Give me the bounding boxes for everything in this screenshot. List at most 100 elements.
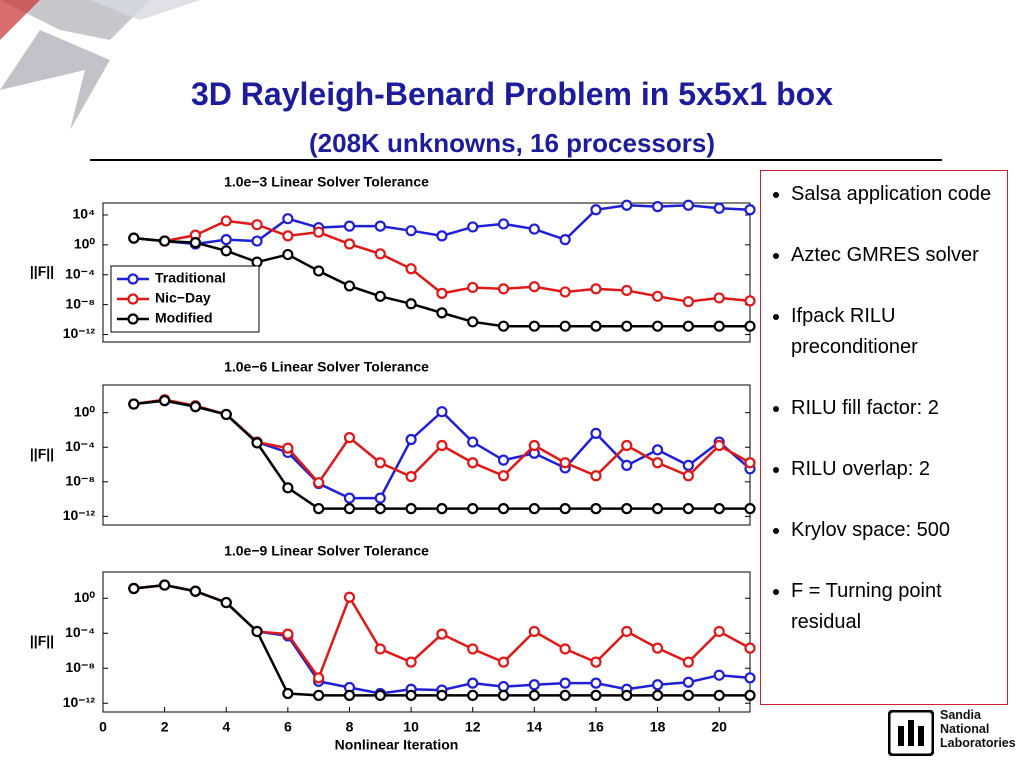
point xyxy=(251,219,263,231)
x-tick-label: 8 xyxy=(346,719,354,735)
bullet: Ifpack RILU preconditioner xyxy=(791,301,1003,363)
point xyxy=(251,235,263,247)
point xyxy=(497,454,510,466)
point xyxy=(374,492,386,504)
logo: Sandia National Laboratories xyxy=(888,708,1018,758)
legend-label: Modified xyxy=(155,310,213,326)
point xyxy=(744,642,756,654)
point xyxy=(621,199,633,211)
point xyxy=(405,263,417,275)
x-tick-label: 4 xyxy=(222,719,230,735)
point xyxy=(713,320,725,332)
x-tick-label: 16 xyxy=(588,719,604,735)
point xyxy=(590,677,602,689)
point xyxy=(621,459,633,472)
point xyxy=(744,320,756,332)
point xyxy=(590,689,602,701)
point xyxy=(220,234,232,246)
x-tick-label: 10 xyxy=(403,719,419,735)
point xyxy=(559,286,571,298)
point xyxy=(682,689,694,701)
logo-text: Sandia National Laboratories xyxy=(940,708,1016,750)
logo-line: Laboratories xyxy=(940,736,1016,750)
point xyxy=(744,689,756,701)
point xyxy=(713,669,725,681)
point xyxy=(497,320,510,332)
point xyxy=(682,459,694,472)
point xyxy=(528,625,540,638)
point xyxy=(559,643,571,655)
legend-label: Traditional xyxy=(155,270,226,286)
point xyxy=(467,457,479,469)
charts: 1.0e−3 Linear Solver Tolerance ||F|| 10⁴ 10… xyxy=(30,174,756,753)
point xyxy=(436,439,448,452)
logo-line: National xyxy=(940,722,990,736)
point xyxy=(651,689,664,701)
point xyxy=(405,503,417,515)
point xyxy=(559,689,571,701)
point xyxy=(436,287,448,299)
x-tick-label: 6 xyxy=(284,719,292,735)
point xyxy=(713,292,725,304)
point xyxy=(497,689,510,701)
y-axis-label: ||F|| xyxy=(30,263,54,279)
point xyxy=(405,689,417,701)
point xyxy=(313,672,325,684)
point xyxy=(467,677,479,689)
point xyxy=(467,316,479,328)
point xyxy=(405,298,417,310)
point xyxy=(251,625,263,638)
point xyxy=(189,585,202,597)
point xyxy=(621,284,633,297)
point xyxy=(251,437,263,449)
x-tick-label: 0 xyxy=(99,719,107,735)
point xyxy=(467,436,479,448)
point xyxy=(497,503,510,515)
point xyxy=(282,213,294,225)
bullet: F = Turning point residual xyxy=(791,576,1003,638)
point xyxy=(528,503,540,515)
chart-title: 1.0e−6 Linear Solver Tolerance xyxy=(224,359,429,375)
point xyxy=(528,439,540,452)
point xyxy=(590,283,602,295)
point xyxy=(343,432,356,444)
bullet-box: Salsa application code Aztec GMRES solver… xyxy=(760,170,1008,705)
point xyxy=(713,202,725,214)
point xyxy=(251,256,263,268)
chart-title: 1.0e−9 Linear Solver Tolerance xyxy=(224,543,429,559)
point xyxy=(682,676,694,688)
point xyxy=(621,439,633,452)
point xyxy=(559,320,571,332)
point xyxy=(559,234,571,246)
point xyxy=(343,492,356,504)
y-axis-label: ||F|| xyxy=(30,633,54,649)
point xyxy=(405,225,417,237)
x-axis-label: Nonlinear Iteration xyxy=(335,737,459,753)
point xyxy=(436,689,448,701)
y-tick-label: 10⁻⁸ xyxy=(65,659,95,675)
point xyxy=(374,503,386,515)
point xyxy=(528,689,540,701)
y-tick-label: 10⁻⁴ xyxy=(65,265,95,281)
point xyxy=(590,320,602,332)
point xyxy=(313,689,325,701)
y-tick-label: 10⁻¹² xyxy=(63,507,96,523)
x-tick-label: 2 xyxy=(161,719,169,735)
point xyxy=(682,320,694,332)
point xyxy=(436,503,448,515)
point xyxy=(343,503,356,515)
point xyxy=(651,642,664,654)
point xyxy=(590,470,602,482)
point xyxy=(590,204,602,216)
point xyxy=(467,689,479,701)
point xyxy=(497,283,510,295)
point xyxy=(497,470,510,482)
y-tick-label: 10⁻⁴ xyxy=(65,438,95,454)
point xyxy=(189,237,202,249)
point xyxy=(651,457,664,469)
point xyxy=(128,398,140,410)
point xyxy=(343,220,356,232)
y-tick-label: 10⁻⁸ xyxy=(65,473,95,489)
point xyxy=(282,687,294,700)
point xyxy=(374,689,386,701)
